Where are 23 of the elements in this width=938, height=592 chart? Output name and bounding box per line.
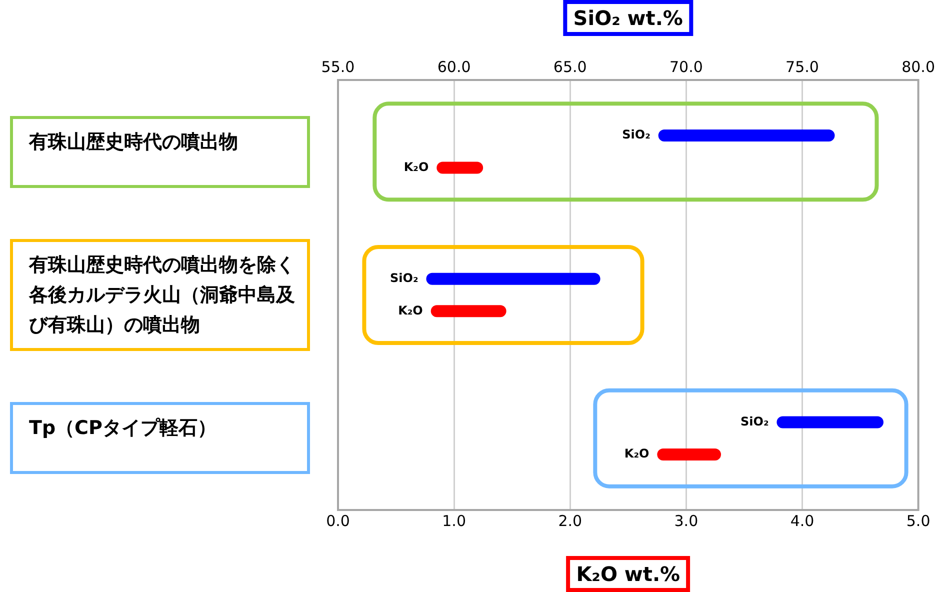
y-tick-label: 有珠山歴史時代の噴出物を除く各後カルデラ火山（洞爺中島及び有珠山）の噴出物 — [10, 239, 310, 351]
text: K₂O — [398, 303, 423, 318]
x2-tick-label: 75.0 — [786, 58, 819, 76]
series-label: SiO₂ — [622, 128, 650, 142]
series-label: K₂O — [624, 446, 650, 461]
text: K₂O — [404, 160, 429, 174]
x-tick-label: 2.0 — [558, 512, 582, 530]
y-tick-label: Tp（CPタイプ軽石） — [10, 402, 310, 474]
x2-axis-title: SiO₂ wt.% — [563, 0, 693, 36]
x2-tick-label: 65.0 — [553, 58, 587, 76]
x2-tick-label: 60.0 — [437, 58, 471, 76]
x-tick-label: 0.0 — [326, 512, 350, 530]
x2-tick-label: 70.0 — [669, 58, 703, 76]
x2-tick-label: 55.0 — [321, 58, 355, 76]
y-tick-label: 有珠山歴史時代の噴出物 — [10, 116, 310, 188]
x-tick-label: 5.0 — [906, 512, 930, 530]
text: SiO₂ — [740, 414, 769, 428]
x-tick-label: 1.0 — [442, 512, 466, 530]
x2-tick-label: 80.0 — [902, 58, 936, 76]
x-axis-title: K₂O wt.% — [566, 556, 690, 592]
x-tick-label: 3.0 — [674, 512, 698, 530]
x-tick-label: 4.0 — [790, 512, 814, 530]
text: SiO₂ — [390, 271, 418, 285]
